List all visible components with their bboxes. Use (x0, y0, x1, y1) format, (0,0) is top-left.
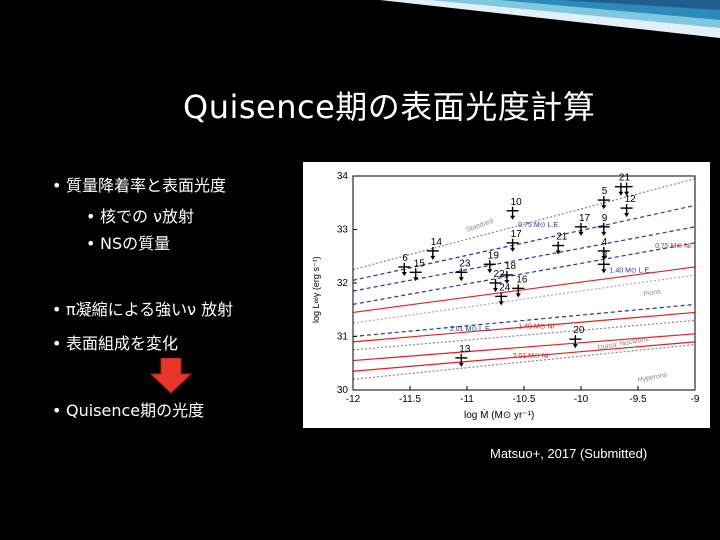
point-label: 18 (505, 261, 517, 272)
curve-label: 2.01 M⊙ L.E. (450, 326, 492, 333)
point-limit-arrow (618, 191, 624, 196)
x-tick-label: -11 (460, 394, 474, 405)
x-tick-label: -11.5 (399, 394, 421, 405)
y-tick-label: 32 (337, 278, 349, 289)
point-limit-arrow (504, 279, 510, 284)
point-limit-arrow (601, 205, 607, 210)
point-label: 23 (459, 258, 471, 269)
point-limit-arrow (487, 269, 493, 274)
point-limit-arrow (572, 344, 578, 349)
point-limit-arrow (601, 231, 607, 236)
point-limit-arrow (458, 362, 464, 367)
point-limit-arrow (510, 247, 516, 252)
point-limit-arrow (578, 231, 584, 236)
bullet-1: • 質量降着率と表面光度 (52, 176, 227, 195)
curve-label: 2.01 M⊙ Ni (513, 353, 549, 360)
point-label: 1 (625, 173, 631, 184)
curve-label: Standard (465, 218, 494, 234)
x-tick-label: -9 (691, 394, 700, 405)
series-line-1 (352, 204, 696, 281)
series-line-4 (352, 266, 696, 314)
point-label: 24 (499, 282, 511, 293)
x-axis-label: log Ṁ (M⊙ yr⁻¹) (464, 408, 534, 421)
curve-label: 1.40 M⊙ L.E. (610, 267, 652, 274)
curve-label: 1.40 M⊙ Ni (518, 323, 554, 330)
point-limit-arrow (413, 277, 419, 282)
point-label: 16 (516, 274, 528, 285)
point-label: 2 (619, 173, 625, 184)
y-tick-label: 34 (337, 171, 349, 182)
point-limit-arrow (510, 215, 516, 220)
point-label: 9 (602, 213, 608, 224)
point-label: 19 (488, 250, 500, 261)
point-label: 4 (602, 237, 608, 248)
point-limit-arrow (430, 255, 436, 260)
series-line-0 (352, 178, 696, 271)
curve-label: 0.75 M⊙ L.E. (518, 222, 560, 229)
series-line-2 (352, 226, 696, 292)
bullet-3: • 表面組成を変化 (52, 334, 179, 353)
x-tick-label: -10.5 (513, 394, 536, 405)
series-line-3 (352, 242, 696, 305)
point-label: 20 (573, 325, 585, 336)
y-tick-label: 33 (337, 225, 349, 236)
bullet-2: • π凝縮による強いν 放射 (52, 300, 234, 319)
series-line-6 (352, 303, 696, 338)
series-line-9 (352, 333, 696, 362)
point-limit-arrow (624, 213, 630, 218)
point-label: 10 (511, 197, 523, 208)
x-tick-label: -12 (346, 394, 361, 405)
point-label: 13 (459, 344, 471, 355)
bullet-1-2: • NSの質量 (86, 234, 171, 253)
series-line-8 (352, 319, 696, 351)
point-label: 5 (602, 186, 608, 197)
point-label: 15 (414, 258, 426, 269)
point-limit-arrow (601, 255, 607, 260)
series-line-11 (352, 343, 696, 380)
point-label: 3 (602, 250, 608, 261)
point-label: 17 (579, 213, 591, 224)
point-limit-arrow (624, 191, 630, 196)
point-limit-arrow (515, 293, 521, 298)
point-label: 21 (556, 232, 568, 243)
series-line-7 (352, 311, 696, 343)
curve-label: Durca: Nucleons (597, 336, 650, 352)
y-tick-label: 30 (337, 385, 349, 396)
point-label: 22 (494, 269, 506, 280)
bullet-1-1: • 核での ν放射 (86, 207, 195, 226)
down-arrow-icon (150, 358, 192, 394)
point-label: 14 (431, 237, 443, 248)
curve-label: Pions (643, 288, 662, 298)
y-tick-label: 31 (337, 332, 349, 343)
y-axis-label: log L∞γ (erg s⁻¹) (311, 256, 321, 323)
top-decoration (380, 0, 720, 38)
citation-caption: Matsuo+, 2017 (Submitted) (490, 446, 648, 461)
point-label: 17 (511, 229, 523, 240)
point-limit-arrow (401, 271, 407, 276)
point-label: 12 (625, 194, 637, 205)
bullet-4: • Quisence期の光度 (52, 401, 205, 420)
luminosity-chart: Standard 0.75 M⊙ L.E. 0.75 M⊙ Ni 1.40 M⊙ L.… (303, 162, 710, 428)
x-tick-label: -10 (574, 394, 589, 405)
curve-label: Hyperons (637, 372, 668, 384)
x-tick-label: -9.5 (629, 394, 647, 405)
series-line-10 (352, 341, 696, 372)
slide-title: Quisence期の表面光度計算 (183, 88, 596, 126)
point-limit-arrow (555, 250, 561, 255)
point-limit-arrow (458, 277, 464, 282)
point-limit-arrow (498, 301, 504, 306)
point-label: 6 (402, 253, 408, 264)
series-line-5 (352, 274, 696, 324)
point-limit-arrow (601, 269, 607, 274)
curve-label: 0.75 M⊙ Ni (655, 243, 691, 250)
point-limit-arrow (493, 288, 498, 292)
